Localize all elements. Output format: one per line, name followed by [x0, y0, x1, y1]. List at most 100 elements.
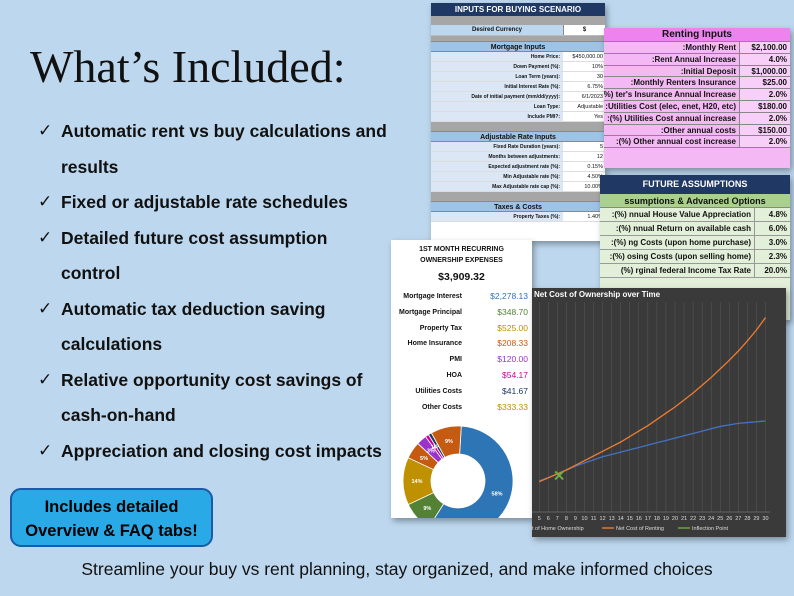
adjustable-input-row-value[interactable]: 12 [596, 154, 603, 160]
x-tick-label: 24 [708, 516, 714, 522]
taxes-header: Taxes & Costs [431, 201, 605, 212]
x-tick-label: 28 [744, 516, 750, 522]
assumption-row-value[interactable]: 6.0% [754, 222, 790, 235]
feature-item: ✓ Automatic tax deduction saving [38, 292, 398, 328]
adjustable-input-row-value[interactable]: 10.00% [584, 184, 603, 190]
series-line [538, 317, 767, 483]
adjustable-input-row-label: Max Adjustable rate cap (%): [431, 182, 563, 191]
x-tick-label: 6 [547, 516, 550, 522]
currency-row: Desired Currency $ [431, 25, 605, 36]
donut-slice-label: 1% [433, 444, 441, 450]
assumption-row: ng Costs (upon home purchase) (%): 3.0% [600, 236, 790, 250]
mortgage-input-row: Loan Type: Adjustable [431, 102, 605, 112]
adjustable-input-row-label: Min Adjustable rate (%): [431, 172, 563, 181]
assumption-row-value[interactable]: 3.0% [754, 236, 790, 249]
mortgage-input-row-value[interactable]: Yes [594, 114, 603, 120]
x-tick-label: 29 [753, 516, 759, 522]
feature-list: ✓ Automatic rent vs buy calculations and … [38, 114, 398, 469]
x-tick-label: 8 [565, 516, 568, 522]
mortgage-input-row-label: Loan Type: [431, 102, 563, 111]
rent-input-row-value[interactable]: 2.0% [739, 89, 790, 100]
mortgage-input-row: Include PMI?: Yes [431, 112, 605, 122]
assumption-row-value[interactable]: 2.3% [754, 250, 790, 263]
tax-input-row-label: Property Taxes (%): [431, 212, 563, 221]
checkmark-icon: ✓ [38, 192, 53, 212]
rent-input-row: Utilities Cost (elec, enet, H20, etc): $1… [604, 100, 790, 113]
expense-row: Mortgage Interest $2,278.13 [391, 289, 532, 305]
expense-label: Home Insurance [407, 340, 462, 348]
adjustable-input-row-value[interactable]: 0.15% [587, 164, 603, 170]
rent-input-row: Monthly Rent: $2,100.00 [604, 42, 790, 54]
donut-slice-label: 1% [431, 446, 439, 452]
checkmark-icon: ✓ [38, 369, 53, 390]
adjustable-input-row: Expected adjustment rate (%): 0.15% [431, 162, 605, 172]
adjustable-header: Adjustable Rate Inputs [431, 131, 605, 142]
expense-value: $41.67 [502, 385, 528, 396]
assumption-row-label: nnual House Value Appreciation (%): [611, 210, 751, 219]
mortgage-input-row-label: Include PMI?: [431, 112, 563, 121]
renting-rows: Monthly Rent: $2,100.00 Rent Annual Increa… [604, 42, 790, 149]
feature-text: control [61, 263, 121, 283]
expense-value: $54.17 [502, 369, 528, 380]
mortgage-input-row-value[interactable]: 6.75% [587, 84, 603, 90]
currency-value[interactable]: $ [563, 25, 605, 35]
rent-input-row: Other annual costs: $150.00 [604, 124, 790, 137]
inflection-point-marker [554, 470, 564, 481]
legend-label: Inflection Point [692, 526, 729, 532]
rent-input-row: Other annual cost increase (%): 2.0% [604, 136, 790, 149]
rent-input-row-value[interactable]: 2.0% [739, 112, 790, 124]
rent-input-row-label: Monthly Renters Insurance: [630, 78, 736, 88]
overview-faq-badge: Includes detailed Overview & FAQ tabs! [10, 488, 213, 547]
mortgage-input-row-value[interactable]: Adjustable [577, 104, 603, 110]
expense-value: $333.33 [497, 401, 528, 412]
rent-input-row-value[interactable]: 2.0% [739, 136, 790, 148]
tax-input-row-value[interactable]: 1.40% [587, 214, 603, 220]
rent-input-row: Utilities Cost annual increase (%): 2.0% [604, 112, 790, 125]
mortgage-input-row: Initial Interest Rate (%): 6.75% [431, 82, 605, 92]
adjustable-input-row-label: Fixed Rate Duration (years): [431, 142, 563, 151]
mortgage-input-row-value[interactable]: 30 [596, 74, 603, 80]
mortgage-input-row-value[interactable]: $450,000.00 [572, 54, 603, 60]
sheet-title: INPUTS FOR BUYING SCENARIO [431, 3, 605, 16]
rent-input-row-value[interactable]: $150.00 [739, 124, 790, 136]
rent-input-row-value[interactable]: $180.00 [739, 100, 790, 112]
adjustable-input-row: Fixed Rate Duration (years): 5 [431, 142, 605, 152]
taxes-rows: Property Taxes (%): 1.40% [431, 212, 605, 222]
checkmark-icon [38, 150, 61, 186]
mortgage-input-row: Down Payment (%): 10% [431, 62, 605, 72]
expense-row: HOA $54.17 [391, 368, 532, 384]
rent-input-row: Monthly Renters Insurance: $25.00 [604, 77, 790, 90]
feature-item: ✓ Fixed or adjustable rate schedules [38, 185, 398, 221]
mortgage-input-row-value[interactable]: 10% [591, 64, 603, 70]
feature-text: Automatic rent vs buy calculations and [61, 121, 387, 141]
adjustable-input-row-value[interactable]: 5 [599, 144, 603, 150]
rent-input-row-value[interactable]: $2,100.00 [739, 42, 790, 53]
x-tick-label: 11 [591, 516, 597, 522]
series-line [539, 420, 766, 482]
assumption-row-value[interactable]: 4.8% [754, 208, 790, 221]
rent-input-row-value[interactable]: $1,000.00 [739, 65, 790, 77]
legend-label: t of Home Ownership [532, 526, 584, 532]
x-tick-label: 27 [735, 516, 741, 522]
feature-text: results [61, 156, 119, 177]
checkmark-icon: ✓ [38, 227, 53, 248]
expense-label: Property Tax [419, 324, 462, 332]
checkmark-icon [38, 327, 61, 363]
net-cost-chart: Net Cost of Ownership over Time 5 6 7 8 9 10 11… [532, 288, 786, 537]
checkmark-icon [38, 398, 61, 434]
rent-input-row-value[interactable]: 4.0% [739, 53, 790, 65]
expense-row: Property Tax $525.00 [391, 321, 532, 337]
expense-row: Home Insurance $208.33 [391, 336, 532, 352]
assumption-row-value[interactable]: 20.0% [754, 264, 790, 277]
divider [431, 192, 605, 201]
rent-input-row: Initial Deposit: $1,000.00 [604, 65, 790, 78]
x-tick-label: 12 [600, 516, 606, 522]
adjustable-rows: Fixed Rate Duration (years): 5 Months betw… [431, 142, 605, 192]
rent-input-row-value[interactable]: $25.00 [739, 77, 790, 89]
adjustable-input-row-value[interactable]: 4.50% [587, 174, 603, 180]
mortgage-input-row-value[interactable]: 6/1/2023 [581, 94, 603, 100]
feature-text: Automatic tax deduction saving [61, 298, 326, 319]
future-rows: nnual House Value Appreciation (%): 4.8% n… [600, 208, 790, 278]
x-tick-label: 25 [717, 516, 723, 522]
expense-value: $348.70 [497, 306, 528, 317]
